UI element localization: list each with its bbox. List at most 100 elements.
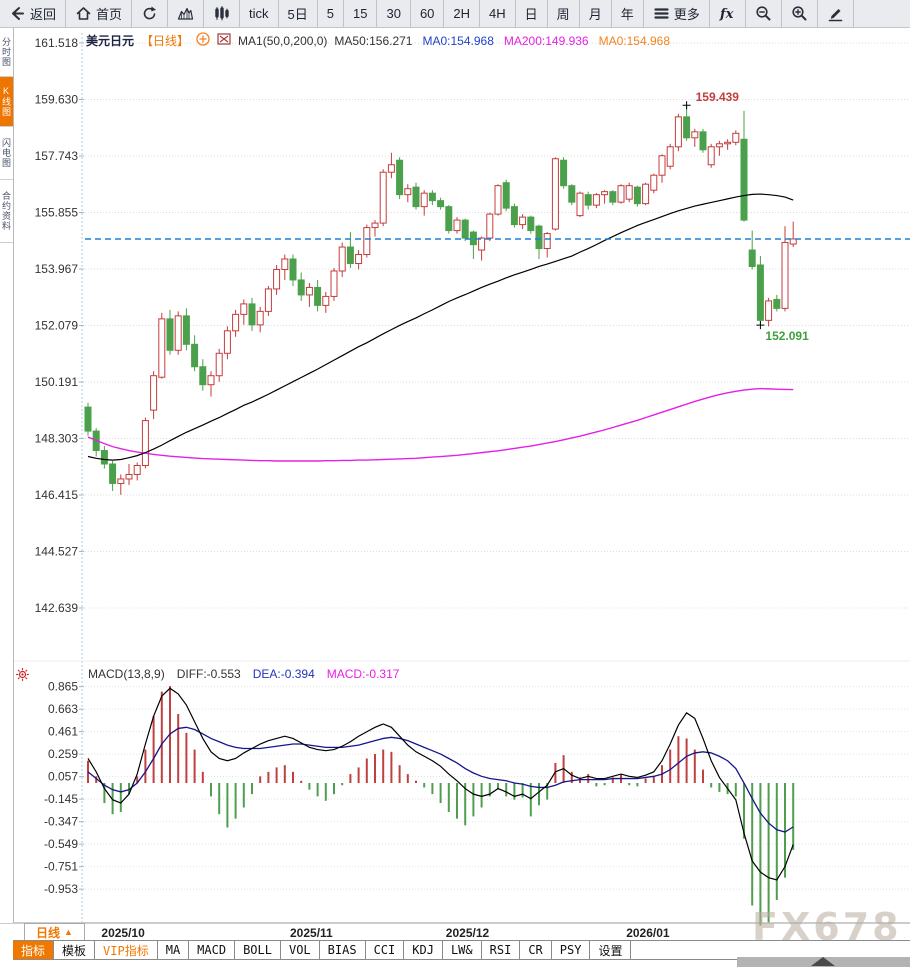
- toolbar-button-period-year[interactable]: 年: [612, 0, 644, 27]
- current-period-selector[interactable]: 日线 ▲: [24, 923, 85, 941]
- tab-设置[interactable]: 设置: [590, 941, 632, 959]
- back-arrow-icon: [9, 5, 26, 22]
- svg-text:152.079: 152.079: [35, 318, 79, 332]
- svg-text:159.630: 159.630: [35, 93, 79, 107]
- tab-模板[interactable]: 模板: [54, 941, 96, 959]
- toolbar-button-mountain-chart[interactable]: [168, 0, 205, 27]
- svg-text:150.191: 150.191: [35, 375, 79, 389]
- tab-CCI[interactable]: CCI: [366, 941, 405, 959]
- zoom-out-icon: [755, 5, 772, 22]
- toolbar-button-label: 15: [353, 6, 368, 21]
- svg-text:ƒx: ƒx: [719, 7, 734, 22]
- tab-BOLL[interactable]: BOLL: [235, 941, 281, 959]
- tab-RSI[interactable]: RSI: [482, 941, 521, 959]
- chart-header: 美元日元 【日线】 MA1(50,0,200,0) MA50:156.271 MA…: [86, 32, 680, 49]
- macd-value: DEA:-0.394: [252, 667, 315, 681]
- svg-text:2025/10: 2025/10: [101, 926, 145, 940]
- toolbar-button-label: 更多: [673, 7, 700, 22]
- toolbar-button-period-4h[interactable]: 4H: [480, 0, 516, 27]
- svg-text:157.743: 157.743: [35, 149, 79, 163]
- tab-CR[interactable]: CR: [520, 941, 552, 959]
- indicator-tab-bar: 指标 模板 VIP指标 MA MACD BOLL VOL BIAS CCI KDJ LW& RSI CR…: [13, 940, 910, 960]
- toolbar-button-label: 30: [386, 6, 401, 21]
- symbol-name: 美元日元: [86, 34, 135, 48]
- svg-text:-0.549: -0.549: [44, 837, 78, 851]
- ma-values: MA50:156.271 MA0:154.968 MA200:149.936 MA0:…: [334, 34, 680, 48]
- toolbar-button-period-60[interactable]: 60: [411, 0, 445, 27]
- scrollbar-up-arrow-icon[interactable]: [811, 957, 835, 966]
- zoom-in-icon: [791, 5, 808, 22]
- chart-type-sidebar: 分时图 K线图 闪电图 合约资料: [0, 27, 14, 923]
- svg-text:0.663: 0.663: [48, 702, 78, 716]
- toolbar-button-period-day[interactable]: 日: [516, 0, 548, 27]
- tab-MACD[interactable]: MACD: [189, 941, 236, 959]
- tab-MA[interactable]: MA: [158, 941, 190, 959]
- sidebar-item-K线图[interactable]: K线图: [0, 77, 13, 127]
- svg-text:0.259: 0.259: [48, 747, 78, 761]
- toolbar-button-period-15[interactable]: 15: [344, 0, 378, 27]
- svg-text:146.415: 146.415: [35, 488, 79, 502]
- svg-text:-0.347: -0.347: [44, 815, 78, 829]
- toolbar-button-period-week[interactable]: 周: [548, 0, 580, 27]
- ma-value: MA200:149.936: [503, 33, 589, 48]
- svg-text:-0.953: -0.953: [44, 882, 78, 896]
- toolbar-button-period-5d[interactable]: 5日: [279, 0, 318, 27]
- tab-VOL[interactable]: VOL: [281, 941, 320, 959]
- toolbar-button-candle-chart[interactable]: [204, 0, 241, 27]
- toolbar-button-label: 周: [556, 7, 570, 22]
- tab-LW&[interactable]: LW&: [443, 941, 482, 959]
- tab-PSY[interactable]: PSY: [552, 941, 591, 959]
- toolbar-button-back[interactable]: 返回: [0, 0, 67, 27]
- add-indicator-icon[interactable]: [196, 32, 210, 49]
- svg-text:142.639: 142.639: [35, 601, 79, 615]
- toolbar-button-label: 60: [419, 6, 435, 21]
- svg-text:2025/12: 2025/12: [446, 926, 490, 940]
- toolbar-button-fx[interactable]: ƒx: [710, 0, 746, 27]
- ma-settings-icon[interactable]: [217, 33, 231, 48]
- svg-text:0.865: 0.865: [48, 680, 78, 694]
- toolbar-button-period-5[interactable]: 5: [318, 0, 344, 27]
- ma-value: MA0:154.968: [422, 33, 494, 48]
- toolbar-button-period-month[interactable]: 月: [580, 0, 612, 27]
- top-toolbar: 返回 首页 tick 5日 5 15 30 60 2H 4H 日 周 月 年 更多 ƒx: [0, 0, 910, 28]
- toolbar-button-label: 返回: [30, 7, 57, 22]
- toolbar-button-label: 2H: [453, 6, 471, 21]
- toolbar-button-label: 首页: [96, 7, 123, 22]
- sidebar-item-闪电图[interactable]: 闪电图: [0, 127, 13, 180]
- svg-text:155.855: 155.855: [35, 205, 79, 219]
- sidebar-item-合约资料[interactable]: 合约资料: [0, 180, 13, 243]
- tab-VIP指标[interactable]: VIP指标: [95, 941, 158, 959]
- toolbar-button-label: tick: [249, 6, 269, 21]
- current-period-label: 日线: [36, 925, 61, 940]
- tab-BIAS[interactable]: BIAS: [320, 941, 366, 959]
- horizontal-scrollbar[interactable]: [737, 957, 910, 967]
- toolbar-button-more[interactable]: 更多: [644, 0, 710, 27]
- toolbar-button-label: 年: [620, 7, 634, 22]
- svg-text:-0.751: -0.751: [44, 860, 78, 874]
- svg-text:159.439: 159.439: [696, 90, 740, 104]
- indicator-display-icon[interactable]: [15, 667, 30, 687]
- toolbar-button-tick[interactable]: tick: [240, 0, 279, 27]
- sidebar-item-分时图[interactable]: 分时图: [0, 27, 13, 77]
- macd-title: MACD(13,8,9): [88, 667, 165, 681]
- macd-value: MACD:-0.317: [326, 667, 400, 681]
- toolbar-button-period-30[interactable]: 30: [377, 0, 411, 27]
- tab-指标[interactable]: 指标: [13, 941, 55, 959]
- home-icon: [75, 5, 92, 22]
- svg-text:161.518: 161.518: [35, 36, 79, 50]
- toolbar-button-home[interactable]: 首页: [66, 0, 133, 27]
- toolbar-button-draw[interactable]: [818, 0, 854, 27]
- svg-text:152.091: 152.091: [765, 329, 809, 343]
- pencil-icon: [827, 5, 844, 22]
- toolbar-button-zoom-in[interactable]: [782, 0, 818, 27]
- tab-KDJ[interactable]: KDJ: [404, 941, 443, 959]
- ma-value: MA50:156.271: [334, 33, 413, 48]
- toolbar-button-label: 4H: [489, 6, 506, 21]
- menu-icon: [653, 5, 670, 22]
- svg-text:153.967: 153.967: [35, 262, 79, 276]
- toolbar-button-refresh[interactable]: [132, 0, 169, 27]
- toolbar-button-zoom-out[interactable]: [746, 0, 782, 27]
- macd-values: DIFF:-0.553 DEA:-0.394 MACD:-0.317: [177, 667, 412, 681]
- toolbar-button-period-2h[interactable]: 2H: [444, 0, 481, 27]
